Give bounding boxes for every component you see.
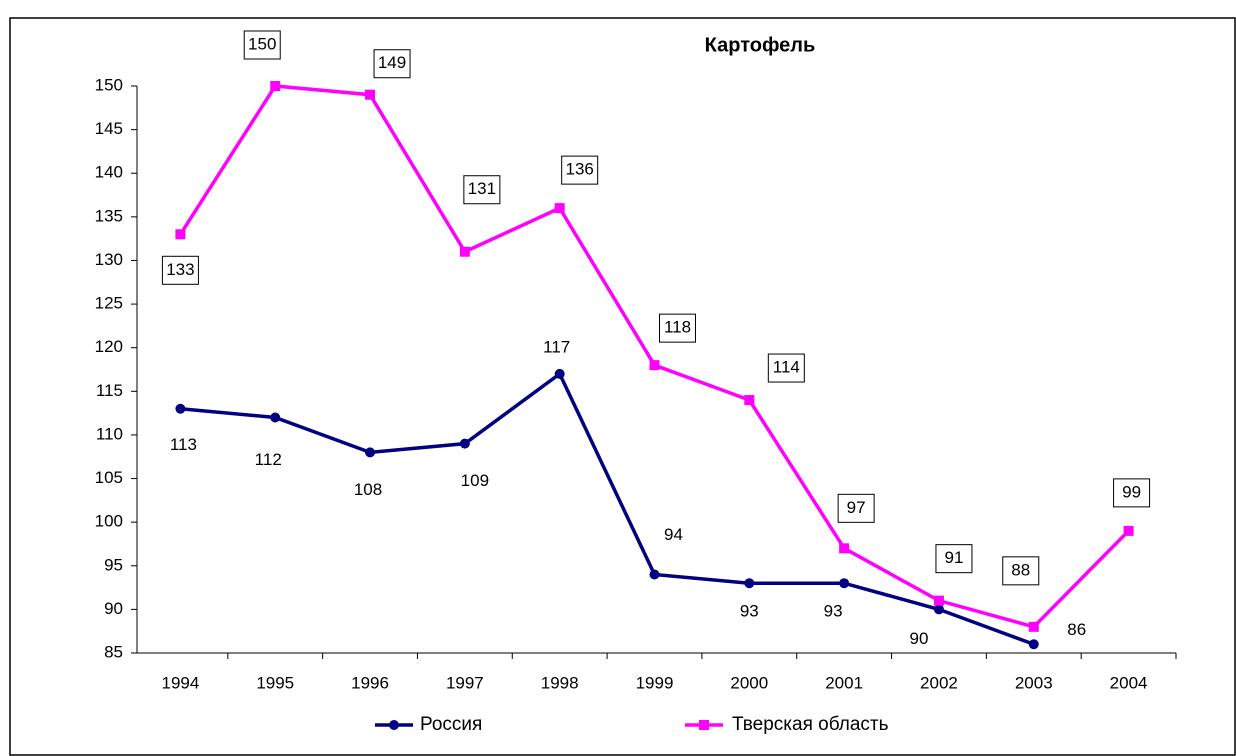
y-tick-label: 145 bbox=[95, 119, 123, 138]
x-tick-label: 1999 bbox=[636, 673, 674, 692]
data-label: 93 bbox=[740, 602, 759, 621]
y-tick-label: 135 bbox=[95, 206, 123, 225]
data-label-box bbox=[161, 255, 199, 285]
data-label: 113 bbox=[170, 435, 197, 454]
marker bbox=[649, 360, 660, 371]
marker bbox=[933, 595, 944, 606]
marker bbox=[270, 81, 281, 91]
data-label: 114 bbox=[773, 358, 800, 377]
x-tick-label: 2000 bbox=[730, 673, 768, 692]
data-label-box bbox=[1002, 556, 1040, 586]
y-tick-label: 150 bbox=[95, 75, 123, 94]
series-line bbox=[178, 84, 1130, 629]
data-label: 131 bbox=[468, 179, 496, 198]
data-label: 136 bbox=[565, 160, 593, 179]
legend-marker bbox=[699, 720, 709, 730]
data-label: 99 bbox=[1122, 482, 1141, 501]
marker bbox=[175, 229, 186, 240]
y-tick-label: 105 bbox=[95, 468, 123, 487]
data-label-box bbox=[463, 175, 501, 205]
data-label-box bbox=[767, 353, 805, 383]
data-label: 112 bbox=[255, 450, 282, 469]
marker bbox=[175, 403, 186, 414]
x-tick-label: 1995 bbox=[256, 673, 294, 692]
data-label: 117 bbox=[543, 337, 570, 356]
data-label: 109 bbox=[461, 471, 489, 490]
series-line bbox=[180, 371, 1035, 646]
marker bbox=[933, 604, 944, 615]
data-label-box bbox=[1113, 478, 1151, 508]
marker bbox=[365, 447, 376, 458]
data-label: 91 bbox=[944, 548, 963, 567]
data-label-box bbox=[837, 493, 875, 523]
marker bbox=[365, 89, 376, 100]
x-tick-label: 1998 bbox=[541, 673, 579, 692]
x-tick-label: 2001 bbox=[825, 673, 863, 692]
y-tick-label: 120 bbox=[95, 337, 123, 356]
x-tick-label: 1997 bbox=[446, 673, 484, 692]
marker bbox=[459, 246, 470, 257]
chart-frame bbox=[9, 17, 1236, 756]
marker bbox=[839, 543, 850, 554]
x-tick-label: 1994 bbox=[161, 673, 199, 692]
data-label: 108 bbox=[354, 480, 382, 499]
y-tick-label: 140 bbox=[95, 163, 123, 182]
data-label: 133 bbox=[166, 260, 194, 279]
y-tick-label: 130 bbox=[95, 250, 123, 269]
data-label: 90 bbox=[909, 629, 928, 648]
marker bbox=[554, 368, 565, 379]
marker bbox=[554, 203, 565, 214]
marker bbox=[459, 438, 470, 449]
y-tick-label: 115 bbox=[96, 381, 123, 400]
x-tick-label: 2003 bbox=[1015, 673, 1053, 692]
data-label: 150 bbox=[248, 34, 276, 53]
legend-label: Тверская область bbox=[732, 714, 889, 735]
data-label-box bbox=[373, 49, 411, 79]
marker bbox=[1028, 639, 1039, 650]
marker bbox=[744, 395, 755, 406]
data-label-box bbox=[243, 30, 281, 60]
marker bbox=[1123, 525, 1134, 536]
y-tick-label: 90 bbox=[104, 599, 123, 618]
data-label: 149 bbox=[378, 53, 406, 72]
data-label: 93 bbox=[824, 602, 843, 621]
marker bbox=[649, 569, 660, 580]
chart-title: Картофель bbox=[705, 34, 816, 56]
y-tick-label: 125 bbox=[95, 294, 123, 313]
y-tick-label: 110 bbox=[96, 424, 123, 443]
data-label-box bbox=[561, 155, 599, 185]
data-label: 88 bbox=[1011, 560, 1030, 579]
data-label-box bbox=[659, 313, 696, 343]
legend-marker bbox=[389, 720, 399, 730]
y-tick-label: 95 bbox=[104, 555, 123, 574]
y-tick-label: 85 bbox=[104, 642, 123, 661]
marker bbox=[839, 578, 850, 589]
marker bbox=[270, 412, 281, 423]
data-label: 97 bbox=[847, 498, 866, 517]
data-label: 118 bbox=[664, 318, 691, 337]
legend-label: Россия bbox=[420, 714, 482, 735]
x-tick-label: 2004 bbox=[1110, 673, 1148, 692]
data-label: 86 bbox=[1067, 620, 1086, 639]
y-tick-label: 100 bbox=[95, 512, 123, 531]
x-tick-label: 1996 bbox=[351, 673, 389, 692]
x-tick-label: 2002 bbox=[920, 673, 958, 692]
data-label-box bbox=[935, 544, 973, 574]
data-label: 94 bbox=[664, 525, 683, 544]
marker bbox=[744, 578, 755, 589]
marker bbox=[1028, 621, 1039, 632]
